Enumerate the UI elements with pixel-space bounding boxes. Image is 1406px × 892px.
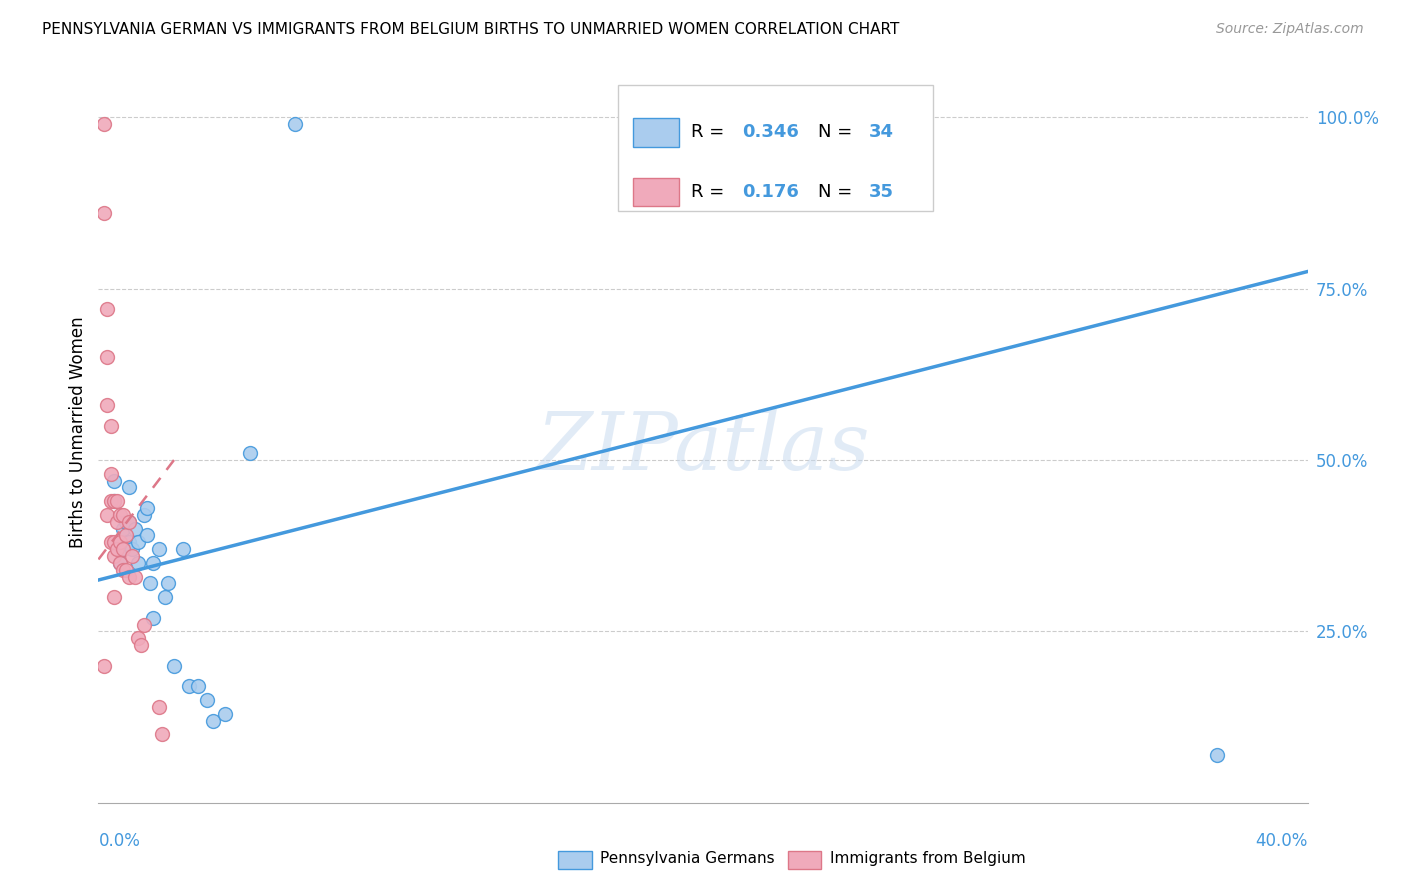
- Point: [195, 693, 218, 707]
- Text: R =: R =: [690, 183, 730, 201]
- Point: [114, 515, 136, 529]
- Point: [103, 474, 125, 488]
- Point: [96, 398, 118, 412]
- Point: [103, 494, 125, 508]
- Point: [118, 535, 141, 549]
- Point: [105, 515, 128, 529]
- Point: [124, 569, 146, 583]
- Text: ZIPatlas: ZIPatlas: [536, 409, 870, 486]
- Point: [108, 556, 131, 570]
- Point: [239, 446, 262, 460]
- Point: [108, 535, 131, 549]
- Text: 40.0%: 40.0%: [1256, 832, 1308, 850]
- FancyBboxPatch shape: [619, 85, 932, 211]
- Point: [105, 542, 128, 557]
- Point: [172, 542, 194, 557]
- Point: [214, 706, 236, 721]
- FancyBboxPatch shape: [787, 851, 821, 870]
- Point: [100, 418, 122, 433]
- Point: [103, 549, 125, 563]
- Point: [96, 302, 118, 317]
- Point: [156, 576, 179, 591]
- Point: [100, 467, 122, 481]
- Point: [108, 556, 131, 570]
- Point: [111, 508, 134, 522]
- Point: [96, 508, 118, 522]
- Point: [148, 542, 170, 557]
- Point: [127, 535, 149, 549]
- Point: [111, 542, 134, 557]
- Point: [114, 528, 136, 542]
- Point: [135, 501, 157, 516]
- Point: [111, 542, 134, 557]
- Point: [93, 658, 115, 673]
- Point: [139, 576, 162, 591]
- Text: R =: R =: [690, 123, 730, 142]
- Point: [105, 494, 128, 508]
- Point: [93, 117, 115, 131]
- Point: [135, 528, 157, 542]
- Text: 35: 35: [869, 183, 894, 201]
- Point: [118, 569, 141, 583]
- Point: [692, 117, 714, 131]
- Point: [118, 480, 141, 494]
- Point: [103, 494, 125, 508]
- Point: [132, 508, 155, 522]
- Point: [111, 522, 134, 536]
- Point: [111, 563, 134, 577]
- Point: [121, 549, 143, 563]
- Text: N =: N =: [818, 183, 858, 201]
- Text: N =: N =: [818, 123, 858, 142]
- Point: [202, 714, 225, 728]
- Point: [100, 535, 122, 549]
- Point: [132, 617, 155, 632]
- Point: [124, 522, 146, 536]
- Point: [108, 508, 131, 522]
- Point: [100, 494, 122, 508]
- Point: [148, 699, 170, 714]
- Point: [187, 679, 209, 693]
- Point: [163, 658, 186, 673]
- Text: 34: 34: [869, 123, 894, 142]
- Text: PENNSYLVANIA GERMAN VS IMMIGRANTS FROM BELGIUM BIRTHS TO UNMARRIED WOMEN CORRELA: PENNSYLVANIA GERMAN VS IMMIGRANTS FROM B…: [42, 22, 900, 37]
- Point: [179, 679, 201, 693]
- Text: Immigrants from Belgium: Immigrants from Belgium: [830, 851, 1026, 866]
- Point: [118, 515, 141, 529]
- Point: [96, 350, 118, 364]
- Point: [118, 515, 141, 529]
- Point: [142, 610, 165, 624]
- Point: [114, 563, 136, 577]
- Point: [127, 556, 149, 570]
- Point: [103, 535, 125, 549]
- Point: [284, 117, 307, 131]
- Y-axis label: Births to Unmarried Women: Births to Unmarried Women: [69, 317, 87, 549]
- FancyBboxPatch shape: [558, 851, 592, 870]
- Text: 0.176: 0.176: [742, 183, 799, 201]
- Text: 0.346: 0.346: [742, 123, 799, 142]
- Text: Source: ZipAtlas.com: Source: ZipAtlas.com: [1216, 22, 1364, 37]
- Point: [103, 590, 125, 604]
- Point: [121, 542, 143, 557]
- Text: Pennsylvania Germans: Pennsylvania Germans: [600, 851, 775, 866]
- Text: 0.0%: 0.0%: [98, 832, 141, 850]
- FancyBboxPatch shape: [633, 178, 679, 206]
- Point: [93, 206, 115, 220]
- Point: [142, 556, 165, 570]
- FancyBboxPatch shape: [633, 119, 679, 146]
- Point: [1206, 747, 1229, 762]
- Point: [129, 638, 152, 652]
- Point: [153, 590, 176, 604]
- Point: [150, 727, 173, 741]
- Point: [737, 124, 759, 138]
- Point: [127, 632, 149, 646]
